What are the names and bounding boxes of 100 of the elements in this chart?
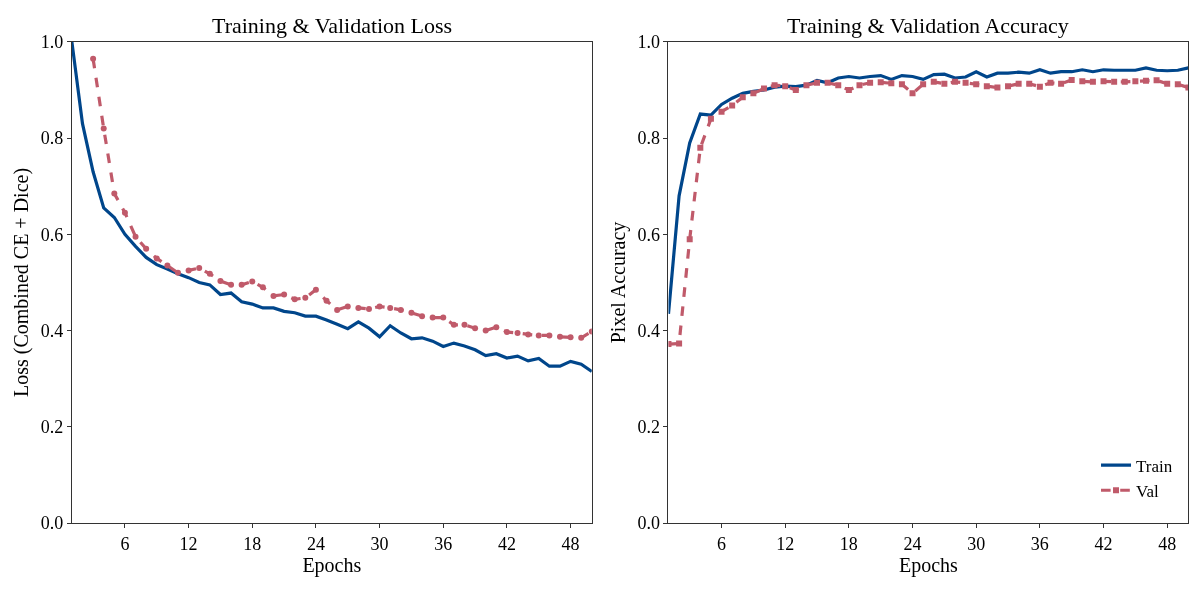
chart-title: Training & Validation Accuracy [787, 13, 1069, 38]
point [1026, 80, 1033, 87]
point [461, 321, 468, 328]
point [525, 331, 532, 338]
point [941, 80, 948, 87]
point [1100, 78, 1107, 85]
point [228, 281, 235, 288]
point [535, 332, 542, 339]
point [206, 270, 213, 277]
point [100, 125, 107, 132]
point [707, 115, 714, 122]
point [888, 80, 895, 87]
y-tick-label: 0.2 [637, 417, 660, 438]
point [482, 327, 489, 334]
point [567, 334, 574, 341]
legend-label: Val [1136, 481, 1159, 501]
point [856, 82, 863, 89]
point [249, 278, 256, 285]
point [578, 334, 585, 341]
point [782, 83, 789, 90]
point [1047, 79, 1054, 86]
x-tick-label: 48 [561, 533, 580, 554]
point [750, 90, 757, 97]
point [1005, 83, 1012, 90]
point [792, 86, 799, 93]
point [291, 296, 298, 303]
point [302, 294, 309, 301]
x-tick-label: 42 [1094, 533, 1113, 554]
point [951, 78, 958, 85]
point [835, 82, 842, 89]
point [334, 306, 341, 313]
x-axis-title: Epochs [302, 553, 362, 577]
point [1036, 83, 1043, 90]
point [1079, 78, 1086, 85]
point [472, 325, 479, 332]
point [164, 262, 171, 269]
point [493, 324, 500, 331]
x-axis-title: Epochs [899, 553, 959, 577]
point [686, 236, 693, 243]
y-tick-label: 0.6 [40, 224, 64, 245]
line-series [71, 41, 592, 374]
x-tick-label: 42 [497, 533, 516, 554]
point [217, 278, 224, 285]
point [1058, 80, 1065, 87]
y-tick-label: 1.0 [40, 32, 64, 53]
y-tick-label: 0.0 [40, 513, 64, 534]
point [803, 82, 810, 89]
x-tick-label: 6 [120, 533, 130, 554]
point [1121, 78, 1128, 85]
point [697, 144, 704, 151]
point [962, 79, 969, 86]
point [1068, 76, 1075, 83]
point [450, 321, 457, 328]
point [1142, 77, 1149, 84]
point [132, 233, 139, 240]
point [419, 313, 426, 320]
point [174, 269, 181, 276]
point [1153, 77, 1160, 84]
point [1164, 80, 1171, 87]
y-tick-label: 0.0 [637, 513, 660, 534]
x-tick-label: 36 [434, 533, 453, 554]
y-tick-label: 0.8 [637, 128, 660, 149]
y-tick-label: 0.4 [637, 320, 660, 341]
x-tick-label: 18 [839, 533, 858, 554]
point [1015, 80, 1022, 87]
point [1089, 78, 1096, 85]
x-tick-label: 48 [1158, 533, 1177, 554]
chart-title: Training & Validation Loss [212, 13, 453, 38]
y-axis-title: Loss (Combined CE + Dice) [10, 167, 34, 397]
point [877, 79, 884, 86]
point [1132, 78, 1139, 85]
point [930, 78, 937, 85]
point [387, 304, 394, 311]
point [920, 81, 927, 88]
point [90, 55, 97, 62]
x-tick-label: 24 [306, 533, 325, 554]
point [323, 297, 330, 304]
x-tick-label: 18 [243, 533, 262, 554]
point [270, 292, 277, 299]
point [153, 255, 160, 262]
point [121, 209, 128, 216]
point [718, 108, 725, 115]
point [238, 281, 245, 288]
point [408, 309, 415, 316]
point [344, 303, 351, 310]
point [1174, 81, 1181, 88]
point [281, 291, 288, 298]
point [994, 84, 1001, 91]
y-tick-label: 0.4 [40, 320, 64, 341]
y-tick-label: 0.8 [40, 128, 64, 149]
point [824, 79, 831, 86]
x-tick-label: 24 [903, 533, 922, 554]
point [440, 314, 447, 321]
point [355, 304, 362, 311]
point [973, 81, 980, 88]
point [814, 79, 821, 86]
x-tick-label: 30 [967, 533, 986, 554]
point [143, 245, 150, 252]
point [983, 83, 990, 90]
x-tick-label: 6 [717, 533, 727, 554]
